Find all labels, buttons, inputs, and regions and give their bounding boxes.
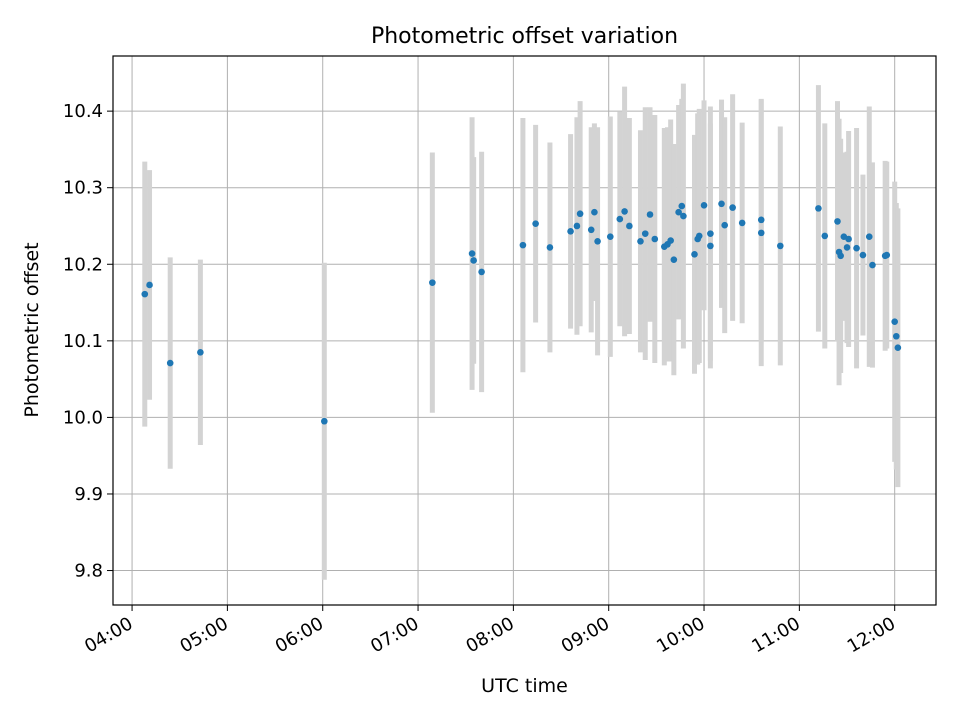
data-point [468,250,476,257]
y-tick-label: 10.4 [63,101,103,122]
x-tick-label: 06:00 [272,613,327,657]
x-tick-label: 12:00 [844,613,899,657]
plot-frame [112,55,937,606]
data-point [729,204,736,211]
x-tick-label: 10:00 [653,613,708,657]
data-point [757,216,765,224]
data-point [670,256,678,263]
y-axis-label: Photometric offset [21,242,43,417]
data-point [869,261,876,269]
data-point [894,344,902,352]
data-point [626,222,633,230]
y-tick-label: 10.1 [63,331,103,352]
data-point [707,242,714,250]
data-point [197,349,204,356]
data-point [718,200,725,208]
data-point [567,228,574,235]
data-point [834,218,841,225]
y-tick-label: 10.0 [63,407,103,428]
data-point [845,235,852,243]
data-point [675,208,682,216]
x-tick-label: 08:00 [462,613,517,657]
data-point [470,257,477,264]
data-point [651,235,659,243]
data-point [678,202,686,210]
error-bars [142,83,901,580]
data-points [141,200,902,425]
data-point [606,233,614,241]
data-point [166,359,174,367]
y-tick-label: 10.3 [63,178,103,199]
data-point [707,230,714,237]
data-point [621,208,628,215]
x-tick-label: 05:00 [176,613,231,657]
data-point [883,251,891,259]
data-point [853,244,860,252]
data-point [667,237,674,244]
y-tick-label: 9.8 [74,561,103,582]
data-point [321,417,328,425]
chart-title: Photometric offset variation [371,24,678,49]
data-point [837,252,844,260]
data-point [478,268,485,276]
data-point [815,205,822,212]
data-point [680,212,687,220]
data-point [738,219,746,227]
data-point [646,211,654,218]
x-tick-label: 11:00 [748,613,803,657]
data-point [591,208,598,216]
data-point [637,237,644,245]
data-point [700,202,708,209]
y-tick-label: 9.9 [74,484,103,505]
y-tick-label: 10.2 [63,254,103,275]
data-point [519,241,527,249]
data-point [576,210,584,218]
data-point [573,222,581,230]
data-point [594,237,601,245]
data-point [691,251,698,258]
data-point [892,332,900,340]
data-point [757,229,765,237]
data-point [721,221,728,229]
x-axis-ticks: 04:00 05:00 06:00 07:00 08:00 09:00 10:00 11:00… [81,605,899,657]
data-point [141,290,149,298]
x-axis-label: UTC time [481,675,568,697]
data-point [891,318,898,325]
data-point [641,230,649,237]
data-point [429,279,436,286]
data-point [865,233,873,241]
x-tick-label: 07:00 [367,613,422,657]
data-point [859,251,867,259]
data-point [546,244,554,251]
data-point [821,232,829,240]
data-point [587,226,595,234]
data-point [695,232,703,240]
data-point [776,242,784,250]
x-tick-label: 04:00 [81,613,136,657]
data-point [843,244,851,251]
data-point [616,215,624,223]
data-point [146,281,153,289]
data-point [532,220,539,227]
y-axis-ticks: 9.8 9.9 10.0 10.1 10.2 10.3 10.4 [63,101,113,582]
x-tick-label: 09:00 [558,613,613,657]
